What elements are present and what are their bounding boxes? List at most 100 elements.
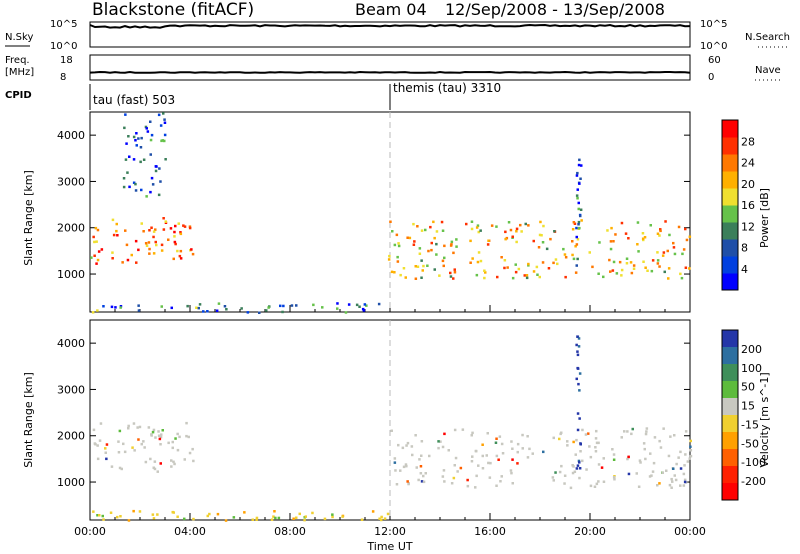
- velocity-cell-2-129: [644, 457, 647, 461]
- velocity-cell-1-51: [151, 513, 155, 516]
- velocity-cell-1-8: [371, 510, 375, 513]
- power-cell-1-1: [146, 130, 150, 133]
- power-cell-4-2: [578, 158, 581, 162]
- power-cell-4-25: [578, 182, 581, 185]
- power-cell-3-74: [606, 229, 609, 232]
- velocity-cell-2-278: [686, 460, 690, 463]
- power-cbar-swatch-4: [722, 205, 738, 223]
- power-cbar-frame: [721, 119, 739, 291]
- velocity-cell-1-29: [378, 517, 381, 520]
- power-cbar-swatch-0: [722, 273, 738, 291]
- velocity-cell-2-45: [613, 478, 616, 481]
- power-cbar-tick-2: 12: [741, 220, 755, 233]
- power-cell-0-60: [147, 241, 151, 244]
- power-cell-1-47: [140, 188, 143, 192]
- power-cell-3-0: [525, 276, 529, 280]
- power-cell-0-1: [188, 225, 192, 228]
- velocity-cell-2-200: [626, 430, 629, 433]
- power-cell-2-51: [336, 307, 339, 310]
- velocity-cell-3-4: [576, 350, 579, 353]
- power-cell-3-54: [388, 254, 391, 258]
- velocity-cell-2-215: [528, 447, 531, 451]
- velocity-cell-0-64: [96, 457, 100, 461]
- power-cell-0-48: [191, 252, 195, 256]
- velocity-cbar-swatch-9: [722, 483, 738, 501]
- velocity-cell-2-131: [559, 432, 562, 436]
- freq-series: [89, 70, 691, 74]
- velocity-cell-2-119: [569, 486, 573, 490]
- power-cell-3-44: [416, 225, 419, 228]
- velocity-cell-2-104: [631, 427, 634, 431]
- velocity-cell-2-105: [627, 472, 631, 476]
- velocity-cell-2-151: [593, 485, 597, 488]
- power-cell-4-15: [575, 235, 578, 239]
- velocity-cell-0-75: [185, 421, 188, 425]
- velocity-cell-2-156: [600, 466, 604, 469]
- power-cell-3-21: [538, 275, 541, 279]
- power-cell-1-29: [134, 139, 137, 142]
- velocity-cell-0-83: [171, 446, 174, 450]
- power-cell-3-204: [396, 260, 400, 263]
- velocity-cell-2-4: [578, 476, 581, 480]
- velocity-cell-2-93: [404, 463, 408, 466]
- velocity-cell-2-154: [558, 470, 562, 474]
- velocity-cell-1-4: [176, 515, 179, 518]
- power-cell-1-20: [137, 137, 140, 140]
- velocity-cell-2-100: [673, 434, 676, 437]
- power-cell-0-13: [182, 224, 185, 227]
- power-cell-3-173: [487, 239, 490, 242]
- power-cell-3-25: [573, 222, 577, 225]
- power-cell-3-60: [506, 266, 509, 269]
- power-cbar-tick-6: 28: [741, 135, 755, 148]
- nsky-frame: [89, 21, 691, 48]
- power-cell-3-50: [636, 221, 640, 224]
- power-cell-1-58: [127, 135, 130, 138]
- power-cell-3-51: [453, 271, 457, 274]
- velocity-cell-0-42: [104, 451, 107, 454]
- velocity-cell-2-38: [471, 455, 474, 458]
- power-cell-3-249: [680, 276, 684, 280]
- power-cell-1-34: [159, 180, 162, 183]
- velocity-cbar-tick-1: 100: [741, 362, 762, 375]
- power-cell-4-10: [579, 177, 582, 180]
- velocity-cell-2-137: [644, 432, 648, 436]
- power-cell-3-128: [414, 265, 417, 268]
- velocity-cell-2-250: [689, 445, 692, 448]
- velocity-cell-3-24: [578, 461, 581, 464]
- power-cell-2-59: [312, 303, 315, 307]
- velocity-cell-2-279: [579, 450, 582, 453]
- power-cell-3-101: [442, 264, 445, 268]
- power-cell-3-280: [435, 230, 439, 233]
- power-ytick-label-2: 3000: [57, 175, 85, 188]
- power-cbar-swatch-2: [722, 239, 738, 257]
- velocity-cell-2-224: [453, 428, 457, 432]
- power-cell-1-44: [163, 139, 166, 143]
- power-cell-3-7: [646, 269, 649, 272]
- power-cell-3-158: [523, 274, 526, 277]
- power-cell-0-81: [121, 261, 124, 264]
- velocity-cell-2-124: [450, 482, 454, 485]
- velocity-cell-2-280: [481, 454, 484, 458]
- power-cell-4-12: [577, 163, 581, 167]
- velocity-cell-1-28: [331, 515, 334, 519]
- power-cell-3-20: [519, 223, 522, 227]
- power-cell-3-11: [588, 251, 591, 254]
- power-cell-1-3: [134, 189, 138, 192]
- power-cell-2-29: [365, 304, 368, 307]
- velocity-cell-0-32: [160, 433, 163, 436]
- power-cell-3-228: [682, 248, 686, 251]
- velocity-cell-0-8: [159, 435, 163, 439]
- velocity-cell-3-28: [576, 335, 579, 338]
- power-cell-1-67: [149, 138, 153, 142]
- velocity-cell-3-0: [577, 345, 581, 348]
- power-cell-3-224: [402, 267, 406, 270]
- power-cell-2-34: [240, 307, 243, 310]
- velocity-cbar-tick-6: -100: [741, 456, 766, 469]
- power-cell-0-74: [140, 222, 143, 225]
- velocity-cell-2-111: [630, 432, 633, 436]
- velocity-cell-2-247: [679, 450, 682, 454]
- power-cell-2-8: [91, 311, 95, 314]
- power-cell-4-30: [577, 207, 580, 211]
- velocity-cell-0-39: [99, 422, 103, 425]
- power-cell-3-15: [563, 253, 567, 256]
